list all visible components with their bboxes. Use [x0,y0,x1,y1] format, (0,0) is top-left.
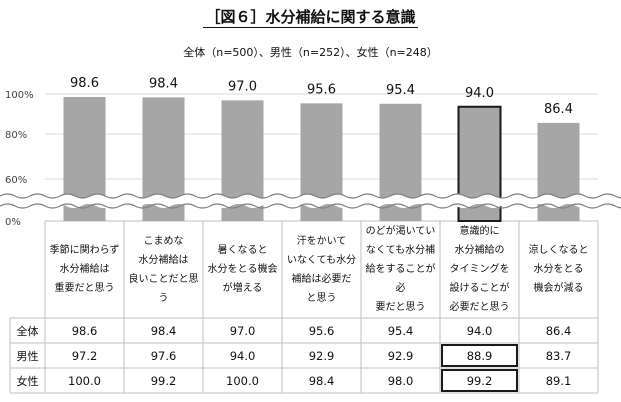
table-row-header: 男性 [16,349,39,363]
category-label-line: 意識的に [459,226,500,237]
bar-value-label: 98.4 [149,76,178,91]
category-label-line: 涼しくなると [528,245,589,256]
category-label-line: 暑くなると [217,245,268,256]
chart-subtitle: 全体（n=500）、男性（n=252）、女性（n=248） [183,46,438,59]
table-value-cell: 98.0 [387,373,414,388]
table-value-cell: 94.0 [466,323,493,338]
table-value-cell: 92.9 [308,348,335,363]
category-label-line: タイミングを [449,264,510,275]
table-value-cell: 97.6 [150,348,177,363]
chart-title: ［図６］水分補給に関する意識 [0,6,621,28]
table-value-cell: 97.0 [229,323,256,338]
table-value-cell: 86.4 [545,323,572,338]
table-value-cell: 99.2 [466,373,493,388]
category-label-line: 水分補給の [454,245,505,256]
category-label-line: 季節に関わらず [49,245,120,256]
category-label-line: いなくても水分 [286,254,357,266]
table-row-header: 女性 [16,374,39,388]
table-row-header: 全体 [16,324,39,338]
category-label: 暑くなると水分をとる機会 が増える [203,221,282,318]
y-tick-label: 100% [5,90,34,101]
table-value-cell: 89.1 [545,373,572,388]
table-value-cell: 99.2 [150,373,177,388]
category-label: 季節に関わらず 水分補給は重要だと思う [45,221,124,318]
axis-break-line-bottom [0,203,621,209]
category-label-line: 必要だと思う [449,302,510,313]
category-label: 汗をかいていなくても水分 補給は必要だ と思う [282,221,361,318]
category-label-text: 意識的に水分補給のタイミングを 設けることが 必要だと思う [450,222,510,317]
y-tick-label: 80% [5,130,27,141]
category-label-line: 重要だと思う [54,283,115,294]
table-value-cell: 98.4 [150,323,177,338]
category-label-line: こまめな [143,235,184,247]
table-value-cell: 92.9 [387,348,414,363]
category-label-line: 設けることが [449,283,510,294]
bar-value-label: 97.0 [228,79,257,94]
category-label-text: 暑くなると水分をとる機会 が増える [208,241,278,298]
category-label: 涼しくなると 水分をとる機会が減る [519,221,598,318]
table-value-cell: 95.4 [387,323,414,338]
table-value-cell: 100.0 [68,373,101,388]
category-label-line: 給をすることが必 [365,264,436,294]
axis-break-line-top [0,193,621,199]
bar-value-label: 95.4 [386,83,415,98]
highlight-box [441,344,518,367]
category-label-line: 補給は必要だ [291,273,352,285]
category-label-line: 水分をとる機会 [207,264,278,275]
chart-title-text: ［図６］水分補給に関する意識 [203,8,418,28]
bar-value-label: 94.0 [465,86,494,101]
category-label-text: のどが渇いてい なくても水分補給をすることが必要だと思う [363,222,438,317]
category-label: こまめな水分補給は良いことだと思う [124,221,203,318]
category-label-line: 要だと思う [375,302,426,313]
category-label-line: 水分をとる [533,264,584,275]
category-label-line: 機会が減る [533,283,584,294]
category-label-text: 汗をかいていなくても水分 補給は必要だ と思う [287,232,356,308]
table-value-cell: 100.0 [226,373,259,388]
bar-value-label: 86.4 [544,102,573,117]
category-label-line: が増える [222,283,263,294]
category-label-line: 水分補給は [138,254,189,266]
category-label-text: 季節に関わらず 水分補給は重要だと思う [50,241,120,298]
table-value-cell: 97.2 [71,348,98,363]
category-label-line: 汗をかいて [296,235,347,247]
table-value-cell: 98.4 [308,373,335,388]
y-tick-label: 60% [5,175,27,186]
table-value-cell: 98.6 [71,323,98,338]
category-label-line: と思う [306,292,337,304]
table-value-cell: 83.7 [545,348,572,363]
category-label: 意識的に水分補給のタイミングを 設けることが 必要だと思う [440,221,519,318]
category-label-line: なくても水分補 [365,245,436,256]
table-value-cell: 95.6 [308,323,335,338]
category-label-line: 良いことだと思う [128,273,199,304]
category-label: のどが渇いてい なくても水分補給をすることが必要だと思う [361,221,440,318]
y-tick-label: 0% [5,217,21,228]
table-value-cell: 88.9 [466,348,493,363]
category-label-text: こまめな水分補給は良いことだと思う [126,232,201,308]
category-label-text: 涼しくなると 水分をとる機会が減る [529,241,589,298]
bar-value-label: 98.6 [70,76,99,91]
category-label-line: 水分補給は [59,264,110,275]
category-label-line: のどが渇いてい [365,226,436,237]
highlight-box [441,369,518,392]
bar-value-label: 95.6 [307,82,336,97]
table-value-cell: 94.0 [229,348,256,363]
